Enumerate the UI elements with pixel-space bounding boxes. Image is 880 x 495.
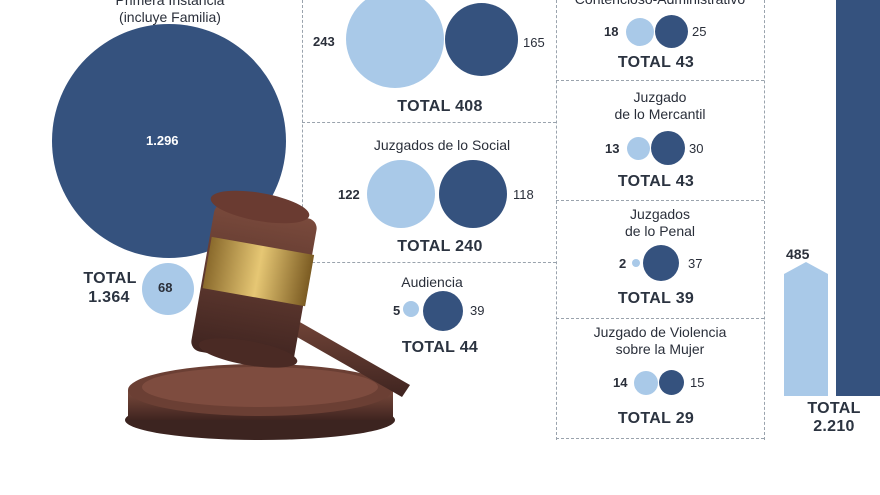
group-penal-label: Juzgados de lo Penal — [570, 206, 750, 240]
group-mercantil-label-line-1: Juzgado — [633, 89, 687, 105]
bubble-audiencia-dark — [423, 291, 463, 331]
divider-far-right — [764, 0, 765, 440]
bubble-contencioso-light — [626, 18, 654, 46]
bubble-mercantil-light — [627, 137, 650, 160]
group-audiencia-label: Audiencia — [401, 274, 463, 290]
divider-right-3 — [556, 318, 764, 319]
bubble-penal-dark-value: 37 — [688, 256, 703, 271]
group-violencia-label-line-1: Juzgado de Violencia — [593, 324, 727, 340]
bubble-penal-light-value: 2 — [619, 256, 627, 271]
gavel-illustration — [125, 190, 410, 440]
group-top-total: TOTAL 408 — [397, 98, 483, 115]
group-violencia-label-line-2: sobre la Mujer — [615, 341, 705, 357]
summary-light-value: 485 — [786, 246, 810, 262]
group-primera-total-value: 1.364 — [88, 289, 130, 306]
group-audiencia-total: TOTAL 44 — [401, 339, 479, 356]
bubble-contencioso-light-value: 18 — [604, 24, 619, 39]
divider-middle-1 — [302, 122, 556, 123]
group-penal-label-line-1: Juzgados — [630, 206, 690, 222]
divider-right-1 — [556, 80, 764, 81]
summary-total-value: 2.210 — [813, 418, 855, 435]
group-primera-label: Primera Instancia (incluye Familia) — [80, 0, 260, 26]
bubble-top-light-value: 243 — [313, 34, 335, 49]
group-penal-label-line-2: de lo Penal — [624, 223, 696, 239]
bubble-mercantil-light-value: 13 — [605, 141, 620, 156]
bubble-violencia-dark-value: 15 — [690, 375, 705, 390]
group-violencia-total: TOTAL 29 — [617, 410, 695, 427]
bubble-penal-light — [632, 259, 640, 267]
divider-right-4 — [556, 438, 764, 439]
group-penal-total: TOTAL 39 — [617, 290, 695, 307]
bubble-top-light — [346, 0, 444, 88]
group-social-total: TOTAL 240 — [397, 238, 483, 255]
bubble-audiencia-dark-value: 39 — [470, 303, 485, 318]
bubble-contencioso-dark-value: 25 — [692, 24, 707, 39]
summary-light-bar — [784, 262, 828, 396]
bubble-audiencia-light — [403, 301, 419, 317]
divider-middle-2 — [302, 262, 556, 263]
group-primera-total-word: TOTAL — [83, 270, 137, 287]
bubble-primera-dark-value: 1.296 — [146, 133, 179, 148]
summary-total-word: TOTAL — [807, 400, 861, 417]
bubble-social-light — [367, 160, 435, 228]
group-violencia-label: Juzgado de Violencia sobre la Mujer — [570, 324, 750, 358]
bubble-social-dark — [439, 160, 507, 228]
group-mercantil-total: TOTAL 43 — [617, 173, 695, 190]
group-contencioso-label: Contencioso-Administrativo — [560, 0, 760, 8]
bubble-violencia-dark — [659, 370, 684, 395]
bubble-audiencia-light-value: 5 — [393, 303, 401, 318]
bubble-contencioso-dark — [655, 15, 688, 48]
divider-right — [556, 0, 557, 440]
bubble-primera-light — [142, 263, 194, 315]
bubble-social-light-value: 122 — [338, 187, 360, 202]
bubble-primera-light-value: 68 — [158, 280, 173, 295]
group-primera-label-line-2: (incluye Familia) — [119, 9, 221, 25]
bubble-violencia-light — [634, 371, 658, 395]
bubble-violencia-light-value: 14 — [613, 375, 628, 390]
bubble-top-dark-value: 165 — [523, 35, 545, 50]
bubble-mercantil-dark-value: 30 — [689, 141, 704, 156]
bubble-penal-dark — [643, 245, 679, 281]
group-social-label: Juzgados de lo Social — [373, 137, 511, 153]
bubble-social-dark-value: 118 — [513, 187, 534, 202]
bubble-mercantil-dark — [651, 131, 685, 165]
divider-left — [302, 0, 303, 262]
group-contencioso-total: TOTAL 43 — [617, 54, 695, 71]
summary-dark-bar — [836, 0, 880, 396]
group-mercantil-label: Juzgado de lo Mercantil — [570, 89, 750, 123]
bubble-top-dark — [445, 3, 518, 76]
group-mercantil-label-line-2: de lo Mercantil — [614, 106, 706, 122]
group-primera-label-line-1: Primera Instancia — [115, 0, 225, 8]
divider-right-2 — [556, 200, 764, 201]
